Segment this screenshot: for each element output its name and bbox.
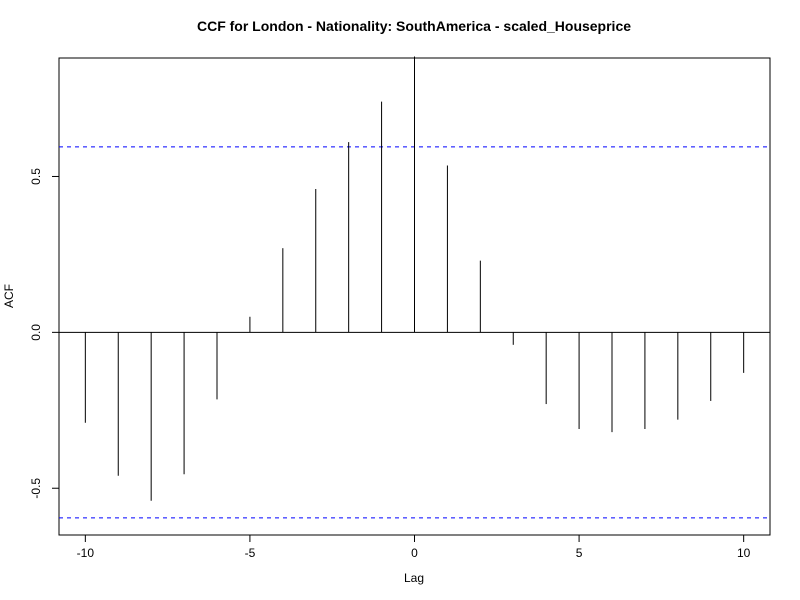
y-tick-label: 0.5 xyxy=(29,168,43,185)
y-axis: -0.5 0.0 0.5 xyxy=(29,168,59,499)
x-tick-label: 10 xyxy=(737,546,751,560)
y-tick-label: -0.5 xyxy=(29,478,43,499)
x-axis: -10 -5 0 5 10 xyxy=(77,535,751,560)
x-axis-label: Lag xyxy=(404,571,424,585)
y-tick-label: 0.0 xyxy=(29,324,43,341)
x-tick-label: -10 xyxy=(77,546,95,560)
x-tick-label: -5 xyxy=(245,546,256,560)
y-axis-label: ACF xyxy=(2,284,16,308)
ccf-bars xyxy=(84,56,745,501)
chart-title: CCF for London - Nationality: SouthAmeri… xyxy=(197,18,631,34)
x-tick-label: 5 xyxy=(576,546,583,560)
x-tick-label: 0 xyxy=(411,546,418,560)
